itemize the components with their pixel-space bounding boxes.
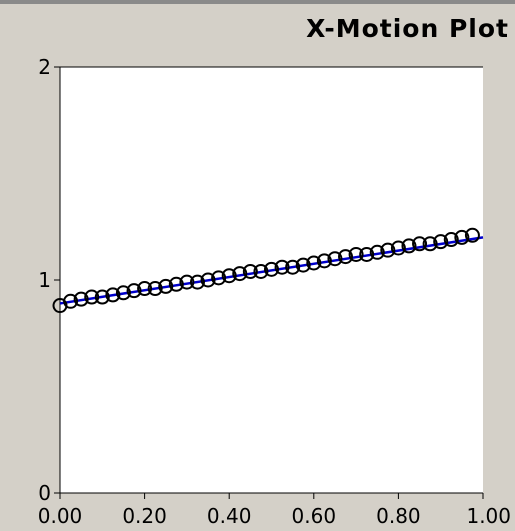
data-point — [94, 289, 110, 305]
axis-ticks: 0 1 2 0.00 0.20 0.40 0.60 0.80 1.00 — [38, 55, 511, 528]
window-top-border — [0, 0, 515, 4]
chart-title: X-Motion Plot — [306, 14, 509, 43]
data-point — [443, 232, 459, 248]
x-tick-label: 0.40 — [207, 504, 252, 528]
data-point — [295, 257, 311, 273]
data-point — [264, 261, 279, 277]
data-point — [454, 229, 470, 245]
data-point — [390, 240, 406, 256]
data-point — [73, 291, 89, 307]
x-tick-label: 0.20 — [122, 504, 167, 528]
data-point — [232, 266, 248, 282]
x-tick-label: 0.00 — [38, 504, 83, 528]
x-tick-label: 1.00 — [466, 504, 511, 528]
plot-area — [60, 67, 483, 493]
y-tick-label: 1 — [38, 268, 51, 292]
data-point — [422, 236, 438, 252]
data-point — [306, 255, 322, 271]
data-point — [84, 289, 100, 305]
data-point — [285, 259, 301, 275]
data-point — [115, 285, 131, 301]
y-tick-label: 0 — [38, 481, 51, 505]
data-point — [105, 287, 121, 303]
data-point — [348, 246, 364, 262]
data-point — [253, 263, 269, 279]
data-point — [158, 278, 174, 294]
data-point — [200, 272, 216, 288]
data-point — [380, 242, 396, 258]
data-point — [274, 259, 290, 275]
data-point — [168, 276, 184, 292]
data-point — [147, 281, 163, 297]
data-point — [242, 263, 258, 279]
data-point — [316, 253, 332, 269]
data-point — [359, 246, 375, 262]
y-tick-label: 2 — [38, 55, 51, 79]
data-point — [126, 283, 142, 299]
data-point — [179, 274, 195, 290]
data-point — [412, 236, 428, 252]
data-point — [211, 270, 227, 286]
series-group — [52, 227, 484, 314]
data-point — [221, 268, 237, 284]
data-point — [327, 251, 343, 267]
data-point — [189, 274, 205, 290]
data-point — [63, 293, 79, 309]
x-tick-label: 0.60 — [292, 504, 337, 528]
data-point — [401, 238, 417, 254]
data-point — [137, 281, 153, 297]
data-point — [464, 227, 480, 243]
data-point — [338, 249, 354, 265]
x-tick-label: 0.80 — [376, 504, 421, 528]
data-point — [369, 244, 385, 260]
data-point — [433, 234, 449, 250]
